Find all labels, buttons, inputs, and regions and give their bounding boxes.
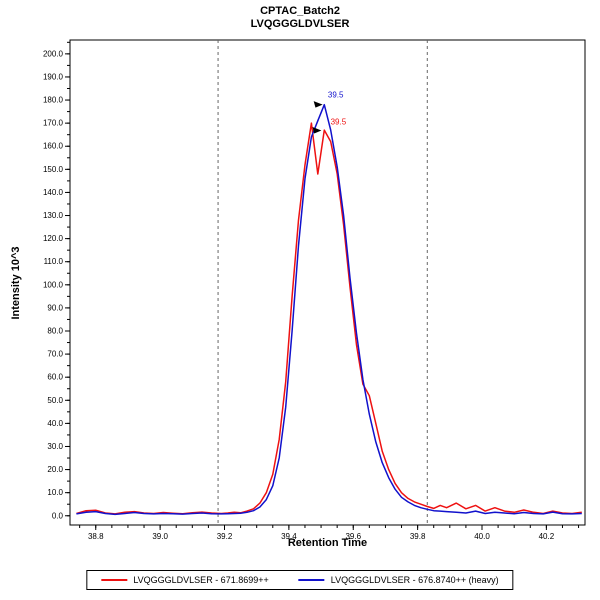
y-tick-label: 50.0: [47, 396, 63, 405]
peak-rt-annotation[interactable]: 39.5: [331, 117, 347, 126]
y-tick-label: 150.0: [43, 165, 64, 174]
y-axis-label: Intensity 10^3: [10, 246, 22, 320]
y-tick-label: 200.0: [43, 49, 64, 58]
y-tick-label: 80.0: [47, 327, 63, 336]
legend: LVQGGGLDVLSER - 671.8699++ LVQGGGLDVLSER…: [86, 570, 514, 590]
y-tick-label: 30.0: [47, 442, 63, 451]
y-tick-label: 10.0: [47, 488, 63, 497]
legend-item-light: LVQGGGLDVLSER - 671.8699++: [101, 575, 269, 585]
plot-area[interactable]: [69, 39, 586, 526]
chart-subtitle: LVQGGGLDVLSER: [250, 18, 350, 30]
y-tick-label: 20.0: [47, 465, 63, 474]
x-tick-label: 40.0: [474, 532, 490, 541]
y-tick-label: 130.0: [43, 211, 64, 220]
legend-item-heavy: LVQGGGLDVLSER - 676.8740++ (heavy): [298, 575, 499, 585]
x-tick-label: 38.8: [88, 532, 104, 541]
chart-title: CPTAC_Batch2: [260, 5, 340, 17]
y-tick-label: 100.0: [43, 280, 64, 289]
legend-label-light: LVQGGGLDVLSER - 671.8699++: [133, 575, 269, 585]
peak-annotation-arrow: [313, 101, 323, 108]
x-tick-label: 39.0: [152, 532, 168, 541]
peak-annotation-arrow: [312, 126, 322, 134]
blue-series-swatch: [298, 579, 325, 581]
y-tick-label: 140.0: [43, 188, 64, 197]
y-tick-label: 110.0: [44, 257, 64, 266]
legend-label-heavy: LVQGGGLDVLSER - 676.8740++ (heavy): [330, 575, 499, 585]
y-tick-label: 190.0: [43, 72, 64, 81]
y-tick-label: 170.0: [43, 119, 64, 128]
y-tick-label: 120.0: [43, 234, 64, 243]
y-tick-label: 40.0: [47, 419, 63, 428]
chromatogram-trace-1[interactable]: [76, 103, 582, 516]
x-tick-label: 39.8: [410, 532, 426, 541]
x-tick-label: 39.6: [345, 532, 361, 541]
y-tick-label: 60.0: [47, 373, 63, 382]
x-tick-label: 39.4: [281, 532, 297, 541]
y-tick-label: 160.0: [43, 142, 64, 151]
y-tick-label: 90.0: [47, 303, 63, 312]
peak-rt-annotation[interactable]: 39.5: [328, 91, 344, 100]
y-tick-label: 70.0: [47, 350, 63, 359]
red-series-swatch: [101, 579, 128, 581]
y-tick-label: 0.0: [52, 511, 64, 520]
y-tick-label: 180.0: [43, 96, 64, 105]
x-tick-label: 39.2: [217, 532, 233, 541]
x-tick-label: 40.2: [539, 532, 555, 541]
x-axis-label: Retention Time: [287, 537, 368, 549]
